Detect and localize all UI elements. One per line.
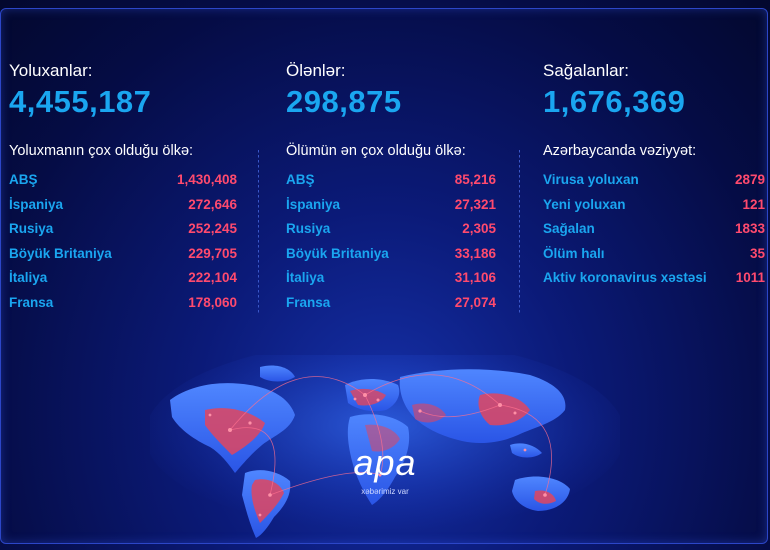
recovered-total: 1,676,369 [543, 84, 686, 119]
country-value: 27,074 [454, 294, 496, 310]
column-divider [519, 150, 520, 313]
status-value: 1833 [734, 221, 765, 237]
country-name: Fransa [286, 294, 331, 310]
country-name: İtaliya [286, 270, 325, 286]
country-name: İspaniya [9, 196, 64, 212]
status-value: 35 [749, 245, 765, 261]
status-name: Yeni yoluxan [543, 196, 626, 212]
country-value: 222,104 [188, 270, 237, 286]
azerbaijan-status-title: Azərbaycanda vəziyyət: [543, 143, 697, 159]
infected-countries-title: Yoluxmanın çox olduğu ölkə: [9, 143, 194, 159]
list-item: İspaniya 27,321 [286, 193, 496, 218]
deaths-country-list: ABŞ 85,216 İspaniya 27,321 Rusiya 2,305 Böy… [286, 168, 496, 316]
logo-word: apa [353, 442, 417, 483]
list-item: Fransa 178,060 [9, 291, 237, 316]
deaths-label: Ölənlər: [286, 61, 346, 80]
list-item: İspaniya 272,646 [9, 193, 237, 218]
list-item: Böyük Britaniya 229,705 [9, 242, 237, 267]
list-item: ABŞ 85,216 [286, 168, 496, 193]
status-name: Virusa yoluxan [543, 172, 639, 187]
country-name: Rusiya [286, 221, 331, 237]
deaths-total: 298,875 [286, 84, 402, 119]
country-value: 1,430,408 [176, 172, 237, 187]
status-value: 121 [742, 196, 765, 212]
country-name: Fransa [9, 294, 54, 310]
country-name: İspaniya [286, 196, 341, 212]
list-item: Aktiv koronavirus xəstəsi 1011 [543, 266, 765, 291]
status-name: Ölüm halı [543, 245, 605, 261]
status-name: Sağalan [543, 221, 595, 237]
list-item: Yeni yoluxan 121 [543, 193, 765, 218]
status-value: 2879 [734, 172, 765, 187]
deaths-column: Ölənlər: 298,875 Ölümün ən çox olduğu öl… [286, 60, 496, 316]
country-name: Böyük Britaniya [9, 245, 112, 261]
country-value: 33,186 [454, 245, 496, 261]
logo-tagline: xəbərimiz var [361, 487, 409, 496]
country-value: 27,321 [454, 196, 496, 212]
list-item: Sağalan 1833 [543, 217, 765, 242]
country-name: Rusiya [9, 221, 54, 237]
list-item: Böyük Britaniya 33,186 [286, 242, 496, 267]
country-value: 229,705 [188, 245, 237, 261]
country-value: 85,216 [454, 172, 496, 187]
apa-logo: apa xəbərimiz var [340, 442, 430, 497]
infected-label: Yoluxanlar: [9, 61, 93, 80]
list-item: İtaliya 222,104 [9, 266, 237, 291]
country-value: 252,245 [188, 221, 237, 237]
status-value: 1011 [735, 270, 765, 286]
recovered-column: Sağalanlar: 1,676,369 Azərbaycanda vəziy… [543, 60, 765, 291]
list-item: ABŞ 1,430,408 [9, 168, 237, 193]
list-item: Rusiya 252,245 [9, 217, 237, 242]
country-value: 31,106 [454, 270, 496, 286]
recovered-label: Sağalanlar: [543, 61, 630, 80]
list-item: Virusa yoluxan 2879 [543, 168, 765, 193]
infected-country-list: ABŞ 1,430,408 İspaniya 272,646 Rusiya 252,2… [9, 168, 237, 316]
list-item: İtaliya 31,106 [286, 266, 496, 291]
country-name: Böyük Britaniya [286, 245, 389, 261]
column-divider [258, 150, 259, 313]
country-name: ABŞ [286, 172, 315, 187]
list-item: Ölüm halı 35 [543, 242, 765, 267]
deaths-countries-title: Ölümün ən çox olduğu ölkə: [286, 143, 466, 159]
azerbaijan-status-list: Virusa yoluxan 2879 Yeni yoluxan 121 Sağal… [543, 168, 765, 291]
world-map [150, 355, 620, 538]
country-value: 178,060 [188, 294, 237, 310]
infected-column: Yoluxanlar: 4,455,187 Yoluxmanın çox old… [9, 60, 237, 316]
status-name: Aktiv koronavirus xəstəsi [543, 270, 707, 286]
panel-frame [0, 8, 768, 544]
country-name: ABŞ [9, 172, 38, 187]
infected-total: 4,455,187 [9, 84, 152, 119]
list-item: Fransa 27,074 [286, 291, 496, 316]
list-item: Rusiya 2,305 [286, 217, 496, 242]
country-value: 2,305 [462, 221, 496, 237]
country-value: 272,646 [188, 196, 237, 212]
country-name: İtaliya [9, 270, 48, 286]
